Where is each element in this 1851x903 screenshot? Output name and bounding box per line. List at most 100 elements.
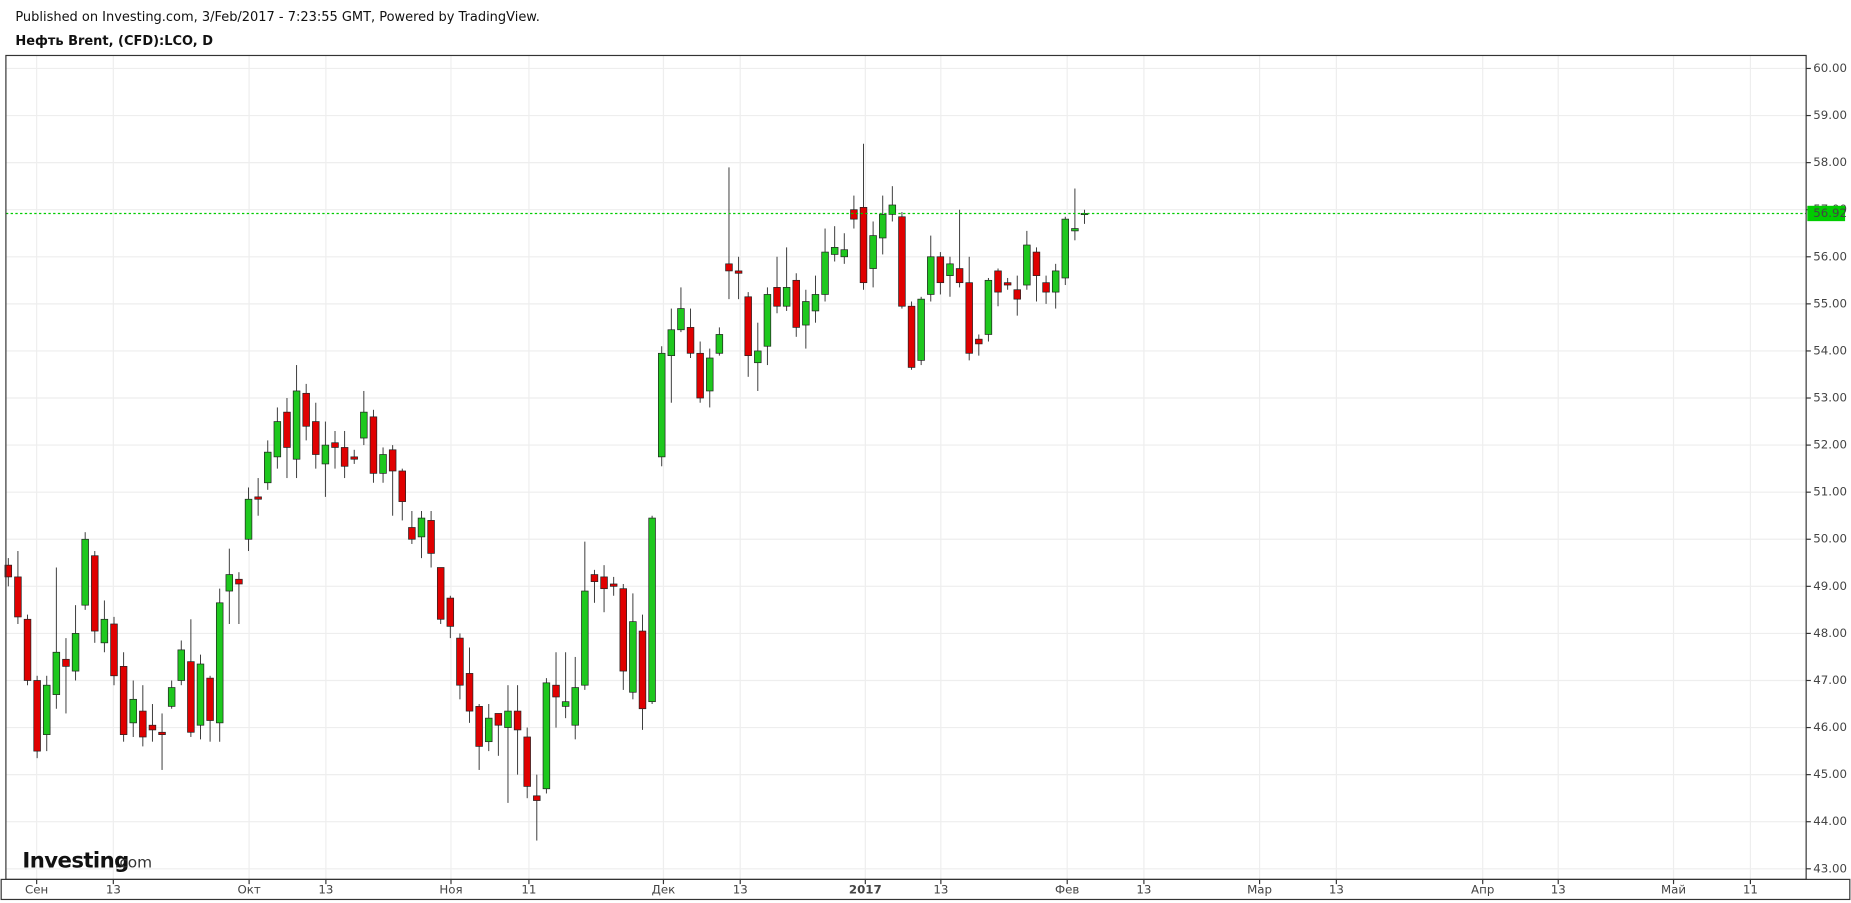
candle-body bbox=[734, 270, 743, 274]
chart-title: Нефть Brent, (CFD):LCO, D bbox=[15, 34, 213, 49]
candle-body bbox=[552, 684, 560, 698]
y-tick-label: 58.00 bbox=[1813, 155, 1847, 169]
x-tick-label: Ноя bbox=[439, 883, 462, 897]
candle-body bbox=[398, 470, 406, 502]
candle-body bbox=[158, 731, 166, 735]
y-tick-label: 55.00 bbox=[1813, 296, 1847, 310]
candle-body bbox=[955, 268, 964, 284]
y-tick-label: 60.00 bbox=[1813, 61, 1847, 75]
candle-body bbox=[91, 555, 99, 632]
candle-body bbox=[1013, 289, 1021, 300]
candle-body bbox=[177, 649, 185, 681]
plot-frame bbox=[5, 54, 1807, 880]
candle-body bbox=[62, 658, 70, 667]
x-tick-label: 13 bbox=[1136, 883, 1151, 897]
x-tick-label: 13 bbox=[1329, 883, 1344, 897]
y-tick-label: 59.00 bbox=[1813, 108, 1847, 122]
candle-body bbox=[706, 357, 714, 392]
logo: Investing bbox=[22, 849, 128, 874]
y-tick-label: 52.00 bbox=[1813, 438, 1847, 452]
candle-body bbox=[52, 651, 61, 695]
candles bbox=[4, 143, 1807, 841]
candle-body bbox=[600, 576, 608, 590]
candle-body bbox=[629, 621, 637, 693]
candle-body bbox=[264, 451, 272, 484]
candle-body bbox=[292, 390, 301, 460]
candle-body bbox=[129, 698, 137, 724]
grid bbox=[5, 55, 1811, 885]
candle-body bbox=[225, 574, 234, 592]
candle-body bbox=[81, 538, 89, 606]
candle-body bbox=[513, 710, 522, 731]
y-tick-label: 50.00 bbox=[1813, 532, 1847, 546]
candle-body bbox=[494, 713, 503, 726]
x-tick-label: Дек bbox=[652, 883, 676, 897]
x-tick-label: Май bbox=[1661, 883, 1686, 897]
candle-body bbox=[33, 680, 41, 752]
candle-body bbox=[773, 287, 781, 307]
candle-body bbox=[869, 235, 877, 269]
candle-body bbox=[975, 338, 983, 345]
candle-body bbox=[667, 329, 676, 357]
candle-body bbox=[754, 350, 762, 364]
candle-body bbox=[283, 411, 291, 448]
candle-body bbox=[561, 701, 570, 707]
candle-body bbox=[936, 256, 945, 284]
x-tick-label: 11 bbox=[1743, 883, 1758, 897]
y-tick-label: 53.00 bbox=[1813, 391, 1847, 405]
candle-body bbox=[1061, 218, 1070, 279]
x-tick-label: Окт bbox=[237, 883, 260, 897]
y-tick-label: 47.00 bbox=[1813, 673, 1847, 687]
candle-body bbox=[821, 251, 829, 295]
candle-body bbox=[408, 527, 416, 540]
candle-body bbox=[485, 717, 493, 743]
candle-body bbox=[725, 263, 733, 272]
candle-body bbox=[802, 301, 810, 326]
candle-body bbox=[23, 618, 32, 681]
candle-body bbox=[196, 663, 205, 726]
candle-body bbox=[898, 216, 906, 307]
candle-body bbox=[360, 411, 368, 439]
last-price-label: 56.92 bbox=[1813, 206, 1847, 220]
candle-body bbox=[686, 327, 695, 354]
candle-body bbox=[321, 444, 330, 465]
candle-body bbox=[994, 270, 1002, 293]
candle-body bbox=[648, 517, 656, 703]
candle-body bbox=[927, 256, 935, 295]
candle-body bbox=[523, 736, 531, 787]
candle-body bbox=[657, 352, 666, 458]
candle-body bbox=[504, 710, 512, 728]
x-tick-label: Мар bbox=[1247, 883, 1272, 897]
candle-body bbox=[917, 298, 925, 361]
x-tick-label: 13 bbox=[1551, 883, 1566, 897]
candle-body bbox=[782, 287, 791, 307]
candle-body bbox=[273, 421, 282, 458]
candle-body bbox=[830, 247, 839, 255]
candle-body bbox=[1051, 270, 1060, 293]
candle-body bbox=[879, 214, 887, 239]
candle-body bbox=[763, 294, 772, 347]
candle-body bbox=[1032, 251, 1041, 276]
x-tick-label: Сен bbox=[25, 883, 48, 897]
candle-body bbox=[148, 724, 157, 731]
candle-body bbox=[119, 666, 128, 735]
candle-body bbox=[590, 574, 599, 582]
candle-body bbox=[850, 209, 858, 220]
candle-body bbox=[792, 279, 800, 328]
x-tick-label: Апр bbox=[1471, 883, 1494, 897]
y-tick-label: 45.00 bbox=[1813, 767, 1847, 781]
candle-body bbox=[696, 352, 704, 399]
candle-body bbox=[71, 633, 80, 672]
candle-body bbox=[235, 578, 243, 585]
candle-body bbox=[609, 583, 618, 587]
candle-body bbox=[1023, 244, 1031, 286]
candle-body bbox=[638, 630, 647, 710]
candle-body bbox=[244, 498, 253, 540]
candle-body bbox=[946, 263, 954, 276]
candle-body bbox=[859, 206, 868, 284]
candle-body bbox=[427, 520, 435, 554]
source-note: Published on Investing.com, 3/Feb/2017 -… bbox=[15, 10, 540, 25]
candle-body bbox=[139, 710, 147, 738]
candle-body bbox=[350, 456, 358, 460]
